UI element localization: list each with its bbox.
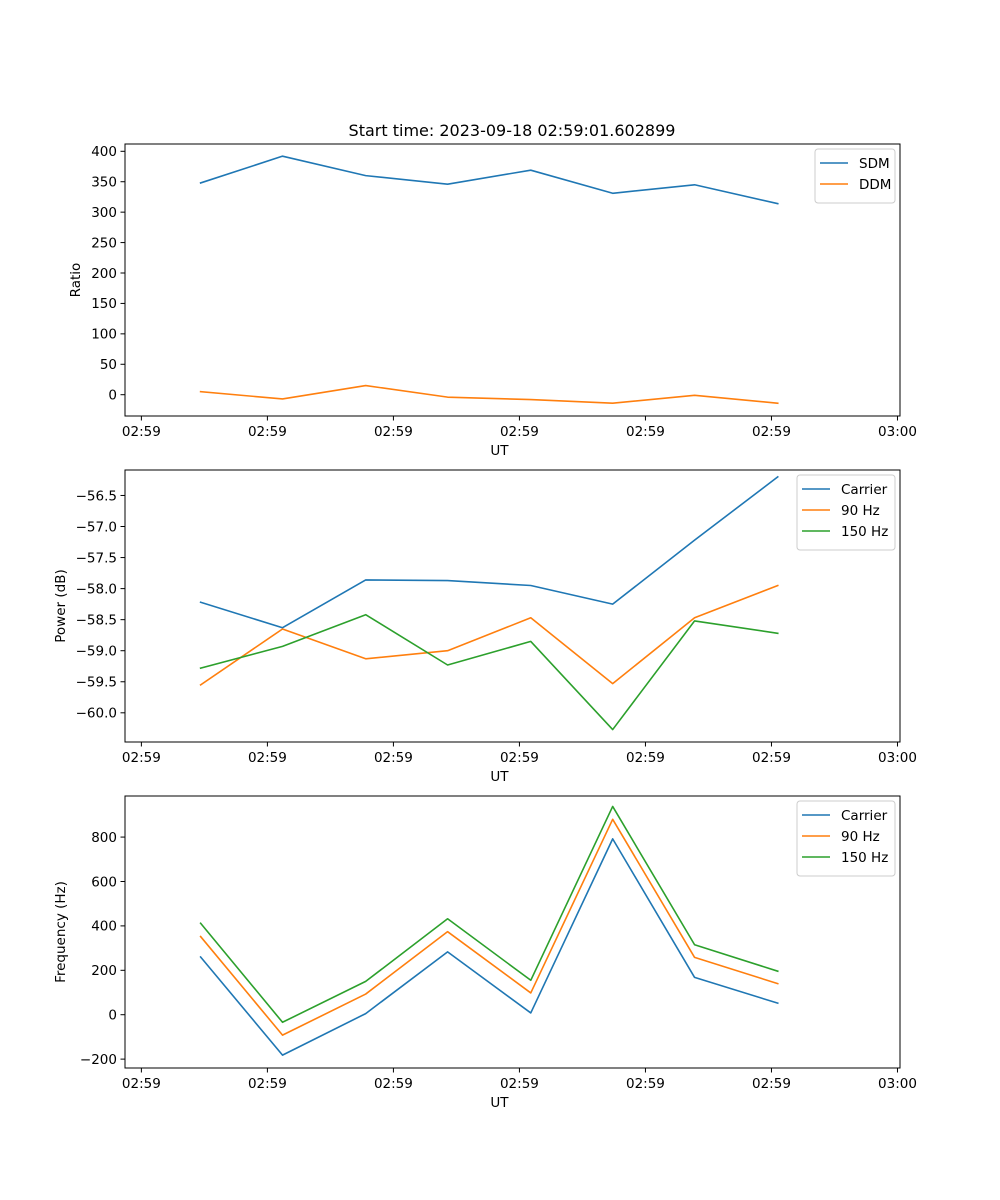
ratio-series-ddm-line — [199, 384, 779, 405]
ratio-legend-label-sdm: SDM — [859, 156, 890, 172]
ratio-x-tick-label: 03:00 — [878, 424, 917, 440]
ratio-x-tick-label: 02:59 — [500, 424, 539, 440]
power-x-tick-label: 02:59 — [374, 750, 413, 766]
ratio-axes-frame — [124, 143, 901, 417]
power-y-tick-label: −59.0 — [76, 644, 117, 660]
power-x-tick-label: 02:59 — [752, 750, 791, 766]
frequency-x-tick-label: 02:59 — [752, 1076, 791, 1092]
ratio-y-tick-label: 400 — [91, 144, 117, 160]
ratio-y-tick-label: 50 — [100, 357, 117, 373]
power-legend-label-90-hz: 90 Hz — [841, 503, 880, 519]
power-x-tick-label: 03:00 — [878, 750, 917, 766]
frequency-x-tick-label: 02:59 — [122, 1076, 161, 1092]
frequency-y-tick-label: −200 — [80, 1052, 117, 1068]
power-series-150-hz-line — [199, 613, 779, 731]
frequency-x-axis-label: UT — [490, 1095, 509, 1111]
power-y-tick-label: −57.5 — [76, 550, 117, 566]
power-y-tick-label: −58.0 — [76, 581, 117, 597]
frequency-y-tick-label: 600 — [91, 874, 117, 890]
ratio-y-tick-label: 250 — [91, 235, 117, 251]
frequency-y-tick-label: 400 — [91, 919, 117, 935]
chart-title: Start time: 2023-09-18 02:59:01.602899 — [349, 121, 676, 140]
frequency-x-tick-label: 02:59 — [248, 1076, 287, 1092]
ratio-x-tick-label: 02:59 — [248, 424, 287, 440]
power-x-axis-label: UT — [490, 769, 509, 785]
power-y-axis-label: Power (dB) — [53, 569, 69, 642]
frequency-panel: 02:59 02:59 02:59 02:59 02:59 02:59 03:00 −200 0… — [53, 795, 917, 1111]
ratio-y-tick-label: 100 — [91, 327, 117, 343]
power-x-tick-label: 02:59 — [626, 750, 665, 766]
frequency-legend-label-carrier: Carrier — [841, 808, 888, 824]
ratio-x-tick-label: 02:59 — [626, 424, 665, 440]
power-panel: 02:59 02:59 02:59 02:59 02:59 02:59 03:00 −60.0… — [53, 469, 917, 785]
power-y-tick-label: −59.5 — [76, 675, 117, 691]
frequency-axes-frame — [124, 795, 901, 1069]
power-legend-label-carrier: Carrier — [841, 482, 888, 498]
frequency-x-tick-label: 02:59 — [374, 1076, 413, 1092]
ratio-y-tick-label: 150 — [91, 296, 117, 312]
ratio-legend-label-ddm: DDM — [859, 177, 891, 193]
power-series-90-hz-line — [199, 584, 779, 686]
frequency-x-tick-label: 02:59 — [500, 1076, 539, 1092]
ratio-y-tick-label: 300 — [91, 205, 117, 221]
ratio-y-axis-label: Ratio — [68, 263, 84, 298]
power-axes-frame — [124, 469, 901, 743]
frequency-series-90-hz-line — [199, 818, 779, 1036]
ratio-y-tick-label: 350 — [91, 175, 117, 191]
ratio-series-sdm-line — [199, 155, 779, 205]
frequency-series-150-hz-line — [199, 805, 779, 1024]
frequency-legend-label-90-hz: 90 Hz — [841, 829, 880, 845]
ratio-y-tick-label: 0 — [108, 388, 117, 404]
frequency-x-tick-label: 02:59 — [626, 1076, 665, 1092]
ratio-x-tick-label: 02:59 — [122, 424, 161, 440]
ratio-x-tick-label: 02:59 — [752, 424, 791, 440]
power-y-tick-label: −57.0 — [76, 519, 117, 535]
frequency-y-tick-label: 0 — [108, 1008, 117, 1024]
power-x-tick-label: 02:59 — [500, 750, 539, 766]
power-x-tick-label: 02:59 — [248, 750, 287, 766]
frequency-x-tick-label: 03:00 — [878, 1076, 917, 1092]
power-legend-label-150-hz: 150 Hz — [841, 524, 888, 540]
frequency-y-tick-label: 200 — [91, 963, 117, 979]
power-y-tick-label: −60.0 — [76, 706, 117, 722]
frequency-legend-label-150-hz: 150 Hz — [841, 850, 888, 866]
power-x-tick-label: 02:59 — [122, 750, 161, 766]
power-series-carrier-line — [199, 475, 779, 629]
ratio-y-tick-label: 200 — [91, 266, 117, 282]
ratio-panel: 02:59 02:59 02:59 02:59 02:59 02:59 03:00 0 50 10… — [68, 143, 917, 459]
ratio-x-tick-label: 02:59 — [374, 424, 413, 440]
power-y-tick-label: −56.5 — [76, 488, 117, 504]
ratio-x-axis-label: UT — [490, 443, 509, 459]
frequency-y-tick-label: 800 — [91, 830, 117, 846]
power-y-tick-label: −58.5 — [76, 612, 117, 628]
frequency-series-carrier-line — [199, 838, 779, 1056]
frequency-y-axis-label: Frequency (Hz) — [53, 881, 69, 983]
